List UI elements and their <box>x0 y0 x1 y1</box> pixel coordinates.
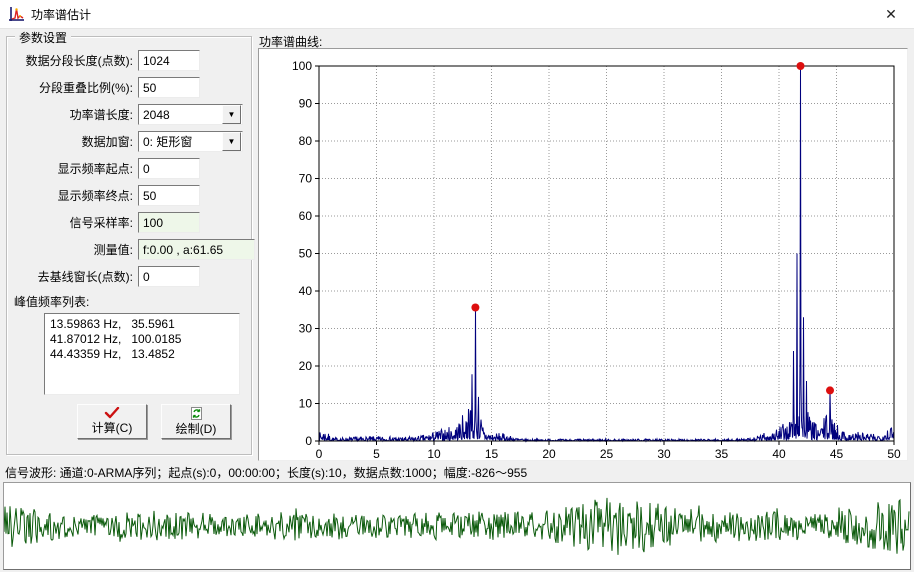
close-icon: ✕ <box>885 5 897 22</box>
svg-text:20: 20 <box>542 447 556 460</box>
svg-text:10: 10 <box>299 397 313 411</box>
segment-length-label: 数据分段长度(点数): <box>25 54 133 68</box>
freq-start-label: 显示频率起点: <box>57 162 133 176</box>
baseline-window-label: 去基线窗长(点数): <box>37 270 133 284</box>
overlap-ratio-label: 分段重叠比例(%): <box>39 81 133 95</box>
svg-text:25: 25 <box>600 447 614 460</box>
measure-value-label: 测量值: <box>93 243 133 257</box>
field-row-freq-start: 显示频率起点: <box>13 158 243 179</box>
field-row-baseline-window: 去基线窗长(点数): <box>13 266 243 287</box>
freq-end-input[interactable] <box>138 185 200 206</box>
calculate-button[interactable]: 计算(C) <box>77 404 147 439</box>
check-icon <box>104 407 120 419</box>
field-row-overlap-ratio: 分段重叠比例(%): <box>13 77 243 98</box>
svg-text:50: 50 <box>299 247 313 261</box>
params-groupbox: 参数设置 数据分段长度(点数): 分段重叠比例(%): 功率谱长度: 2048 … <box>6 29 255 455</box>
close-button[interactable]: ✕ <box>868 0 914 28</box>
redraw-icon <box>190 406 202 420</box>
segment-length-input[interactable] <box>138 50 200 71</box>
svg-text:70: 70 <box>299 172 313 186</box>
chevron-down-icon[interactable]: ▼ <box>222 132 241 151</box>
sample-rate-input[interactable] <box>138 212 200 233</box>
svg-text:0: 0 <box>305 434 312 448</box>
baseline-window-input[interactable] <box>138 266 200 287</box>
params-fields: 数据分段长度(点数): 分段重叠比例(%): 功率谱长度: 2048 ▼ 数据加… <box>7 37 255 287</box>
window-type-combo[interactable]: 0: 矩形窗 ▼ <box>138 131 243 152</box>
chart-panel: 0 5 10 15 20 25 30 35 40 45 50 0 10 20 30 40 50 60 70 80 90 1… <box>258 48 908 461</box>
svg-text:0: 0 <box>316 447 323 460</box>
spectrum-length-label: 功率谱长度: <box>69 108 133 122</box>
svg-text:50: 50 <box>887 447 901 460</box>
svg-text:80: 80 <box>299 134 313 148</box>
measure-value-input[interactable] <box>138 239 255 260</box>
chevron-down-icon[interactable]: ▼ <box>222 105 241 124</box>
field-row-segment-length: 数据分段长度(点数): <box>13 50 243 71</box>
waveform-label: 信号波形: 通道:0-ARMA序列；起点(s):0，00:00:00；长度(s)… <box>5 466 528 480</box>
svg-text:20: 20 <box>299 359 313 373</box>
waveform-panel <box>3 482 911 570</box>
freq-start-input[interactable] <box>138 158 200 179</box>
field-row-window-type: 数据加窗: 0: 矩形窗 ▼ <box>13 131 243 152</box>
window-title: 功率谱估计 <box>31 7 92 22</box>
draw-button-label: 绘制(D) <box>175 421 217 436</box>
freq-end-label: 显示频率终点: <box>57 189 133 203</box>
params-group-title: 参数设置 <box>15 29 72 46</box>
svg-text:5: 5 <box>373 447 380 460</box>
field-row-sample-rate: 信号采样率: <box>13 212 243 233</box>
svg-text:45: 45 <box>830 447 844 460</box>
field-row-measure-value: 测量值: <box>13 239 255 260</box>
svg-text:10: 10 <box>427 447 441 460</box>
svg-text:100: 100 <box>292 59 312 73</box>
signal-waveform[interactable] <box>3 483 910 569</box>
window-titlebar: 功率谱估计 <box>0 0 914 29</box>
peak-list-item[interactable]: 41.87012 Hz, 100.0185 <box>50 332 182 346</box>
svg-text:30: 30 <box>299 322 313 336</box>
svg-text:35: 35 <box>715 447 729 460</box>
svg-text:60: 60 <box>299 209 313 223</box>
field-row-freq-end: 显示频率终点: <box>13 185 243 206</box>
window-type-value: 0: 矩形窗 <box>143 135 193 149</box>
peak-list[interactable]: 13.59863 Hz, 35.5961 41.87012 Hz, 100.01… <box>44 313 240 395</box>
sample-rate-label: 信号采样率: <box>69 216 133 230</box>
svg-text:40: 40 <box>772 447 786 460</box>
draw-button[interactable]: 绘制(D) <box>161 404 231 439</box>
power-spectrum-chart[interactable]: 0 5 10 15 20 25 30 35 40 45 50 0 10 20 30 40 50 60 70 80 90 1… <box>259 49 907 460</box>
calculate-button-label: 计算(C) <box>91 421 133 435</box>
button-row: 计算(C) 绘制(D) <box>77 404 251 439</box>
spectrum-length-combo[interactable]: 2048 ▼ <box>138 104 243 125</box>
overlap-ratio-input[interactable] <box>138 77 200 98</box>
peak-list-item[interactable]: 44.43359 Hz, 13.4852 <box>50 347 175 361</box>
svg-text:40: 40 <box>299 284 313 298</box>
svg-text:90: 90 <box>299 97 313 111</box>
svg-text:15: 15 <box>485 447 499 460</box>
peak-list-label: 峰值频率列表: <box>14 295 90 309</box>
svg-text:30: 30 <box>657 447 671 460</box>
peak-list-item[interactable]: 13.59863 Hz, 35.5961 <box>50 317 175 331</box>
spectrum-length-value: 2048 <box>143 107 170 122</box>
chart-section-label: 功率谱曲线: <box>259 35 323 49</box>
field-row-spectrum-length: 功率谱长度: 2048 ▼ <box>13 104 243 125</box>
window-type-label: 数据加窗: <box>81 135 133 149</box>
app-icon <box>9 6 24 21</box>
